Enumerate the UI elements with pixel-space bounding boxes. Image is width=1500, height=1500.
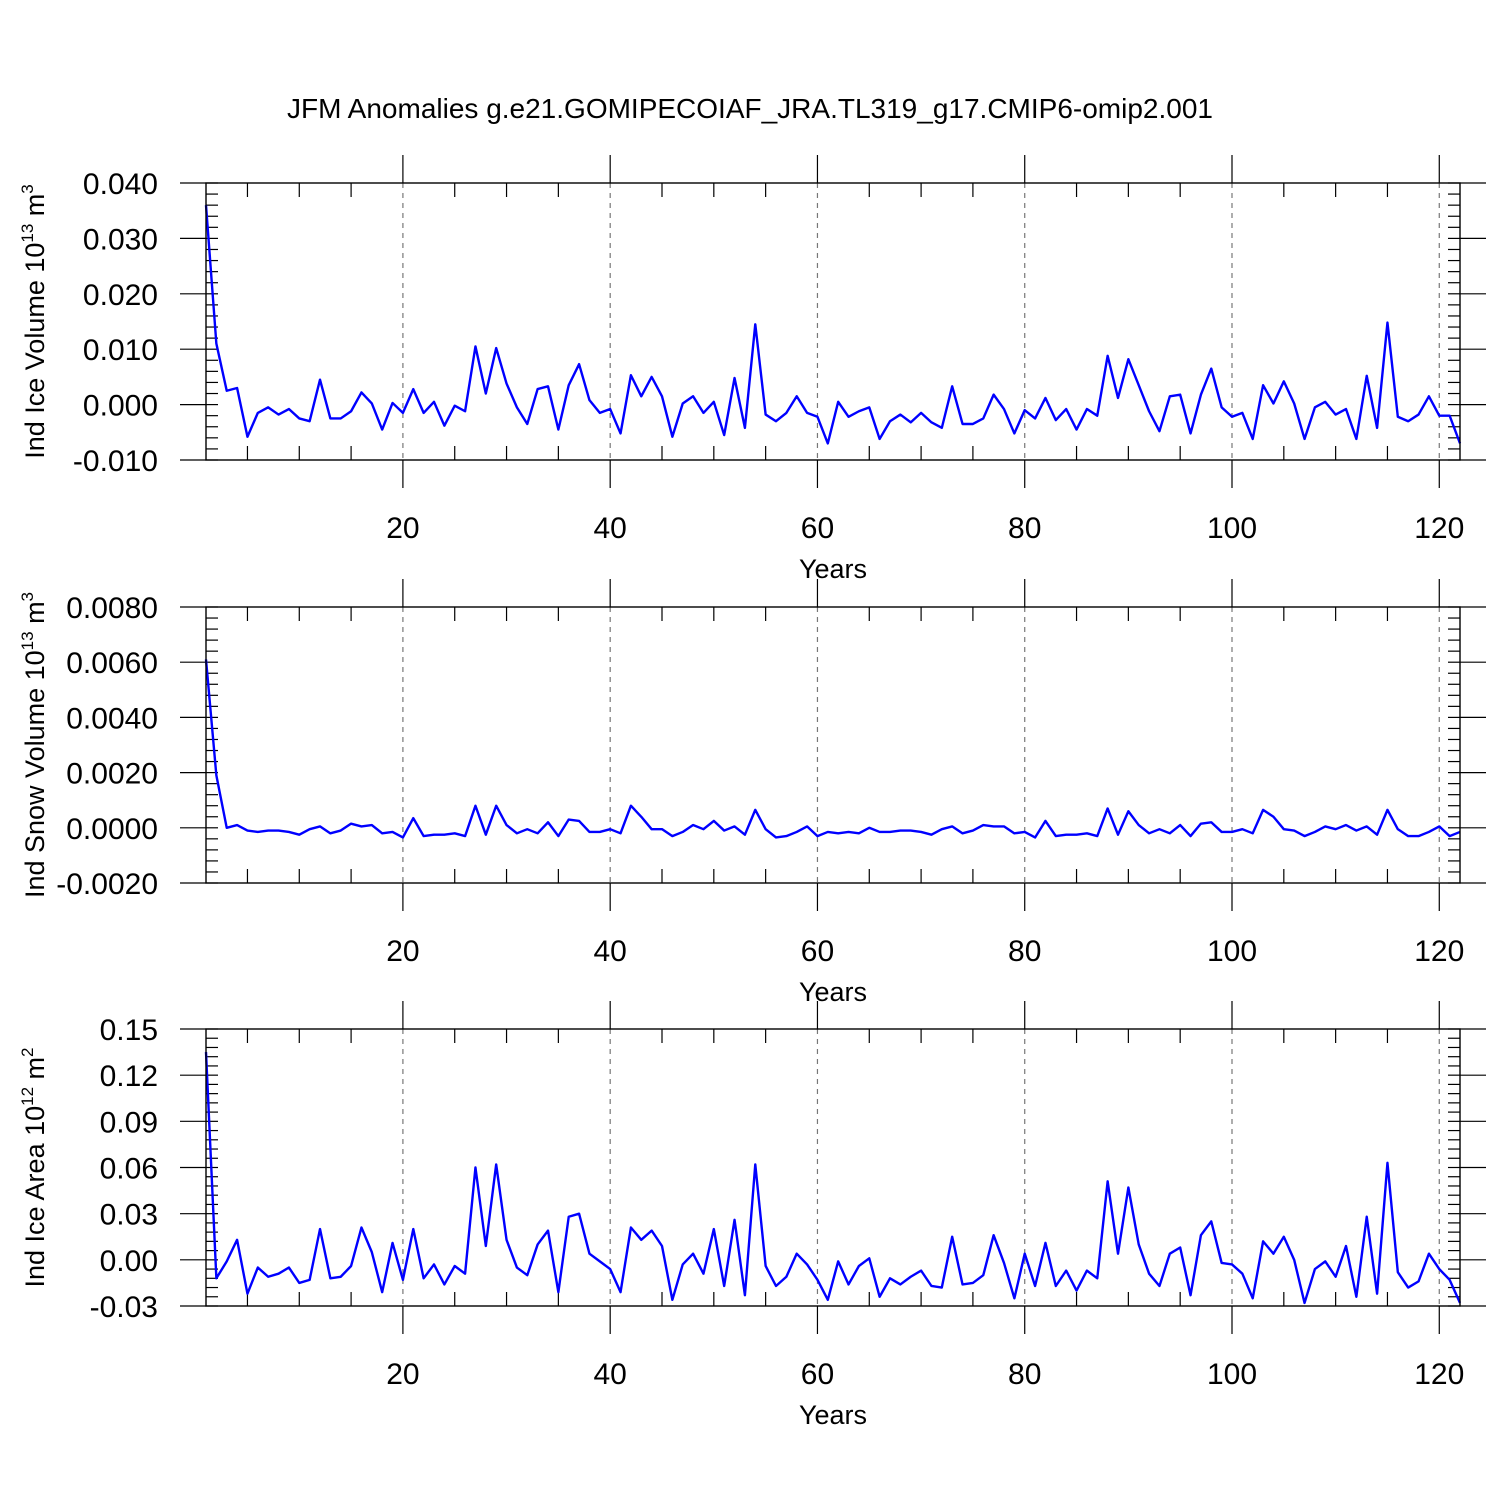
ice-area-ytick-label: 0.06 [100, 1153, 158, 1186]
ylabel-text: Ind Ice Area 10 [20, 1106, 50, 1288]
ice-volume-ytick-label: 0.000 [83, 390, 158, 423]
snow-volume-panel: -0.0020 0.0000 0.0020 0.0040 0.0060 0.0080 20 4… [18, 579, 1486, 1007]
ice-area-ytick-label: 0.03 [100, 1199, 158, 1232]
ice-volume-ytick-label: 0.030 [83, 223, 158, 256]
snow-volume-ytick-label: 0.0020 [66, 758, 158, 791]
ice-volume-xtick-label: 80 [1008, 512, 1041, 545]
ice-area-xtick-label: 60 [801, 1358, 834, 1391]
ice-area-ytick-label: 0.15 [100, 1014, 158, 1047]
ylabel-unit-exponent: 3 [18, 184, 37, 193]
snow-volume-xtick-label: 60 [801, 935, 834, 968]
ice-volume-panel: -0.010 0.000 0.010 0.020 0.030 0.040 20 40 60 80 1… [18, 155, 1486, 584]
ice-area-series-line [204, 1052, 1462, 1305]
ylabel-unit: m [20, 601, 50, 631]
ylabel-unit-exponent: 3 [18, 592, 37, 601]
ice-volume-xtick-label: 40 [593, 512, 626, 545]
ice-area-xtick-label: 20 [386, 1358, 419, 1391]
ice-area-xlabel: Years [799, 1400, 867, 1430]
snow-volume-ytick-label: 0.0060 [66, 647, 158, 680]
ice-area-xtick-label: 120 [1414, 1358, 1464, 1391]
snow-volume-xlabel: Years [799, 977, 867, 1007]
snow-volume-xtick-label: 20 [386, 935, 419, 968]
ice-volume-ylabel: Ind Ice Volume 1013 m3 [18, 184, 50, 459]
ylabel-unit-exponent: 2 [18, 1047, 37, 1056]
ice-area-ytick-label: -0.03 [90, 1291, 158, 1324]
ice-area-xtick-label: 40 [593, 1358, 626, 1391]
ylabel-text: Ind Ice Volume 10 [20, 243, 50, 459]
snow-volume-xtick-label: 80 [1008, 935, 1041, 968]
ice-volume-xlabel: Years [799, 554, 867, 584]
ylabel-text: Ind Snow Volume 10 [20, 650, 50, 898]
snow-volume-plot-frame [205, 606, 1461, 884]
ice-volume-xtick-label: 100 [1207, 512, 1257, 545]
ice-volume-ytick-label: 0.020 [83, 279, 158, 312]
ice-area-xtick-label: 100 [1207, 1358, 1257, 1391]
ice-area-ytick-label: 0.12 [100, 1060, 158, 1093]
ice-area-plot-frame [205, 1028, 1461, 1307]
ylabel-exponent: 12 [18, 1087, 37, 1106]
ice-volume-ytick-label: 0.010 [83, 334, 158, 367]
ice-volume-series-line [204, 205, 1462, 445]
snow-volume-ytick-label: -0.0020 [56, 868, 158, 901]
ice-volume-xtick-label: 120 [1414, 512, 1464, 545]
figure-title: JFM Anomalies g.e21.GOMIPECOIAF_JRA.TL31… [287, 93, 1213, 124]
ice-volume-ytick-label: -0.010 [73, 445, 158, 478]
snow-volume-xtick-label: 120 [1414, 935, 1464, 968]
ice-area-ylabel: Ind Ice Area 1012 m2 [18, 1047, 50, 1287]
snow-volume-series-line [204, 659, 1461, 839]
snow-volume-ytick-label: 0.0080 [66, 592, 158, 625]
snow-volume-xtick-label: 40 [593, 935, 626, 968]
ice-volume-plot-frame [205, 182, 1461, 461]
ylabel-unit: m [20, 194, 50, 224]
snow-volume-ytick-label: 0.0040 [66, 702, 158, 735]
ice-area-ytick-label: 0.09 [100, 1106, 158, 1139]
snow-volume-ylabel: Ind Snow Volume 1013 m3 [18, 592, 50, 898]
ice-volume-ytick-label: 0.040 [83, 168, 158, 201]
ice-area-xtick-label: 80 [1008, 1358, 1041, 1391]
ice-volume-xtick-label: 20 [386, 512, 419, 545]
snow-volume-ytick-label: 0.0000 [66, 813, 158, 846]
ylabel-exponent: 13 [18, 631, 37, 650]
ice-area-panel: -0.03 0.00 0.03 0.06 0.09 0.12 0.15 20 40 60 80 100… [18, 1001, 1486, 1430]
ylabel-exponent: 13 [18, 224, 37, 243]
snow-volume-xtick-label: 100 [1207, 935, 1257, 968]
ylabel-unit: m [20, 1057, 50, 1087]
ice-area-ytick-label: 0.00 [100, 1245, 158, 1278]
ice-volume-xtick-label: 60 [801, 512, 834, 545]
